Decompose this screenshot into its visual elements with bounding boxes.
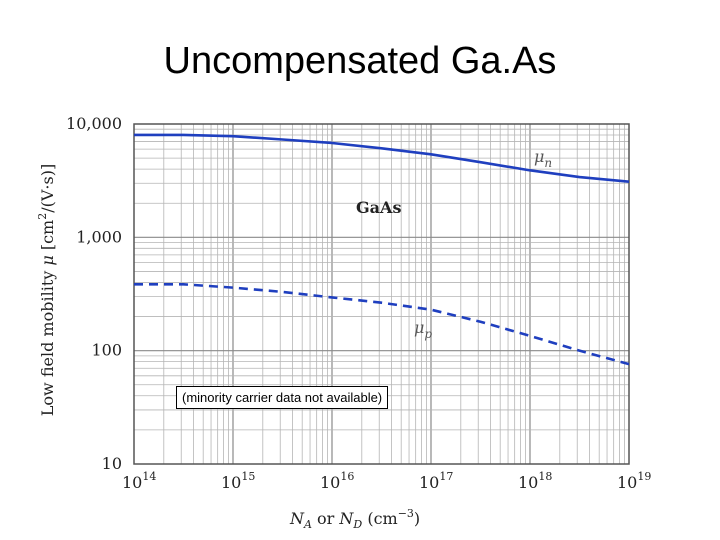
x-tick-label: 1015 [221,470,255,492]
series-layer [134,133,630,366]
chart-annotation: GaAs [356,198,401,217]
series-label-mu-n: μn [534,147,552,170]
x-tick-label: 1017 [419,470,453,492]
x-tick-label: 1014 [122,470,156,492]
plot-frame [133,123,630,465]
y-axis-label: Low field mobility μ [cm2/(V·s)] [36,164,57,416]
series-label-mu-p: μp [414,318,432,341]
x-tick-label: 1018 [518,470,552,492]
minority-carrier-note: (minority carrier data not available) [176,386,389,409]
y-tick-labels: 10 100 1,000 10,000 [66,114,122,473]
x-tick-label: 1019 [617,470,651,492]
y-tick-label: 1,000 [76,227,122,246]
series-line-mu-p [134,283,630,366]
y-tick-label: 10 [102,454,122,473]
series-line-mu-n [134,133,630,183]
slide-title: Uncompensated Ga.As [163,40,557,82]
x-axis-label: NA or ND (cm−3) [289,507,420,531]
y-tick-label: 10,000 [66,114,122,133]
y-tick-label: 100 [91,341,122,360]
x-tick-label: 1016 [320,470,354,492]
x-tick-labels: 1014 1015 1016 1017 1018 1019 [122,470,651,492]
